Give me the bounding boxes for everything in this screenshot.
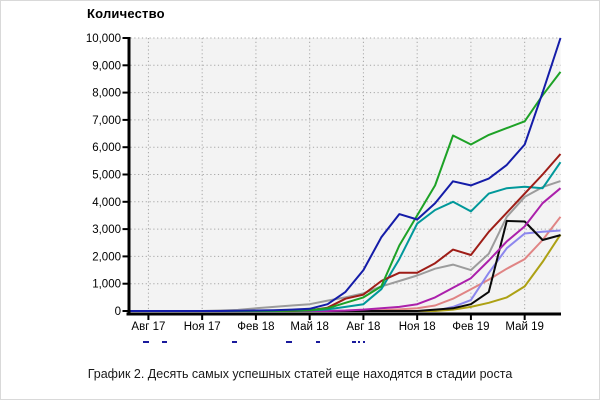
y-tick-label: 7,000 (92, 115, 121, 127)
plot-area (129, 38, 561, 313)
y-tick-label: 10,000 (86, 33, 121, 45)
cropped-legend-mark (316, 341, 320, 343)
y-tick-label: 0 (115, 306, 121, 318)
y-tick-label: 2,000 (92, 251, 121, 263)
y-tick-label: 3,000 (92, 224, 121, 236)
x-tick-label: Авг 17 (131, 321, 165, 333)
navy-line (130, 37, 562, 312)
y-tick-label: 4,000 (92, 197, 121, 209)
x-axis (126, 312, 561, 316)
y-tick-label: 9,000 (92, 60, 121, 72)
cropped-legend-mark (352, 341, 356, 343)
cropped-legend-mark (143, 341, 149, 343)
cropped-legend-mark (286, 341, 292, 343)
x-tick-label: Май 18 (290, 321, 329, 333)
cropped-legend-mark (363, 341, 365, 343)
y-tick-label: 8,000 (92, 88, 121, 100)
cropped-legend-mark (232, 341, 237, 343)
chart-caption: График 2. Десять самых успешных статей е… (87, 367, 513, 381)
cropped-legend-mark (358, 341, 360, 343)
x-tick-label: Фев 18 (237, 321, 274, 333)
x-tick-label: Фев 19 (452, 321, 489, 333)
x-tick-label: Авг 18 (346, 321, 380, 333)
y-axis (127, 37, 131, 315)
chart-title: Количество (87, 6, 165, 21)
x-tick-label: Ноя 17 (184, 321, 221, 333)
line-chart: 0 1,000 2,000 3,000 4,000 5,000 6,000 7,000 8,00… (86, 33, 562, 333)
x-tick-label: Ноя 18 (399, 321, 436, 333)
y-tick-label: 1,000 (92, 279, 121, 291)
x-tick-label: Май 19 (505, 321, 544, 333)
cropped-legend-mark (162, 341, 167, 343)
y-tick-label: 6,000 (92, 142, 121, 154)
y-tick-label: 5,000 (92, 170, 121, 182)
